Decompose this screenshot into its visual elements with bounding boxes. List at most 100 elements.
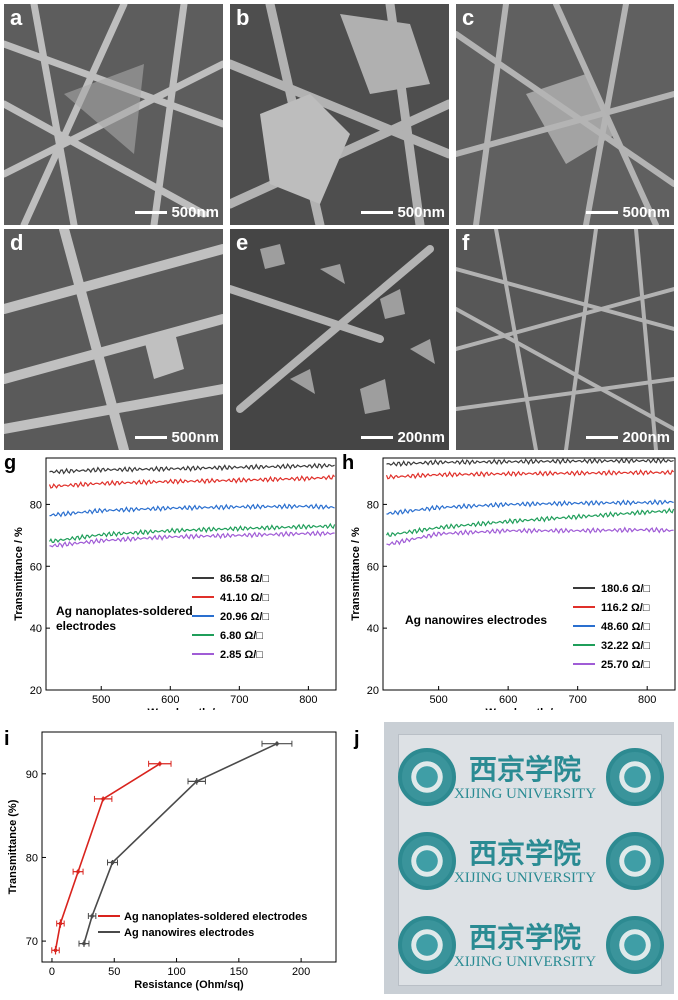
- y-tick-label: 80: [367, 499, 379, 511]
- panel-letter: c: [462, 5, 475, 30]
- sem-panel-a: a 500nm: [4, 4, 223, 225]
- y-tick-label: 60: [367, 561, 379, 573]
- x-tick-label: 500: [429, 694, 447, 706]
- x-tick-label: 0: [49, 966, 55, 978]
- legend-entry: 20.96 Ω/□: [220, 611, 269, 623]
- legend-entry: 41.10 Ω/□: [220, 592, 269, 604]
- panel-letter: e: [236, 230, 249, 255]
- plot-frame: [382, 457, 676, 691]
- sem-texture: [4, 229, 223, 450]
- series-line: [49, 462, 335, 475]
- data-point: [90, 914, 94, 918]
- sem-panel-f: f 200nm: [456, 229, 674, 450]
- panel-letter: a: [10, 5, 23, 30]
- panel-letter-g: g: [4, 452, 17, 474]
- series-line: [386, 498, 674, 516]
- y-axis-label: Transmittance (%): [7, 799, 19, 894]
- x-axis-label: Resistance (Ohm/sq): [134, 979, 244, 991]
- sem-panel-d: d 500nm: [4, 229, 223, 450]
- logo-cn: 西京学院: [468, 753, 581, 786]
- scale-label: 500nm: [171, 429, 219, 446]
- scale-bar: 500nm: [135, 204, 219, 221]
- university-logo: 西京学院 XIJING UNIVERSITY: [450, 753, 600, 803]
- chart-annotation: Ag nanoplates-soldered: [56, 604, 193, 618]
- chart-i: 0 50 100 150 200 70 80 90 Resistance (Ohm/sq) Tra…: [7, 731, 337, 991]
- y-axis-label: Transmittance / %: [13, 527, 25, 621]
- panel-letter: f: [462, 230, 470, 255]
- series-line: [49, 502, 335, 518]
- y-tick-label: 80: [26, 852, 38, 864]
- chart-g: 500 600 700 800 20 40 60 80 Wavelength / nm Trans…: [13, 457, 337, 710]
- scale-bar: 500nm: [361, 204, 445, 221]
- sem-texture: [4, 4, 223, 225]
- legend-entry: 6.80 Ω/□: [220, 630, 263, 642]
- legend-entry: 180.6 Ω/□: [601, 583, 650, 595]
- university-seal-icon: [398, 748, 456, 806]
- chart-h: 500 600 700 800 20 40 60 80 Wavelength / nm Trans…: [350, 457, 676, 710]
- x-tick-label: 700: [568, 694, 586, 706]
- university-seal-icon: [398, 916, 456, 974]
- sem-texture: [456, 4, 674, 225]
- scale-bar: 200nm: [586, 429, 670, 446]
- scale-label: 200nm: [397, 429, 445, 446]
- university-seal-icon: [606, 748, 664, 806]
- series-line: [385, 507, 675, 537]
- sem-panel-b: b 500nm: [230, 4, 449, 225]
- x-tick-label: 800: [299, 694, 317, 706]
- panel-letter: b: [236, 5, 250, 30]
- legend-entry: 48.60 Ω/□: [601, 621, 650, 633]
- x-axis-label: Wavelength / nm: [148, 707, 235, 710]
- series-line: [48, 474, 336, 489]
- x-tick-label: 50: [108, 966, 120, 978]
- sem-panel-e: e 200nm: [230, 229, 449, 450]
- data-point: [53, 948, 58, 953]
- x-tick-label: 100: [167, 966, 185, 978]
- x-tick-label: 200: [292, 966, 310, 978]
- university-seal-icon: [398, 832, 456, 890]
- x-tick-label: 600: [161, 694, 179, 706]
- legend-entry: Ag nanoplates-soldered electrodes: [124, 911, 307, 923]
- university-seal-icon: [606, 832, 664, 890]
- scale-label: 500nm: [397, 204, 445, 221]
- data-point: [82, 941, 86, 946]
- panel-letter-j: j: [354, 728, 360, 750]
- university-logo: 西京学院 XIJING UNIVERSITY: [450, 922, 600, 971]
- x-tick-label: 700: [230, 694, 248, 706]
- x-tick-label: 150: [230, 966, 248, 978]
- electrode-photo: 西京学院 XIJING UNIVERSITY 西京学院 XIJING UNIVE…: [384, 722, 674, 994]
- scale-label: 200nm: [622, 429, 670, 446]
- university-logo: 西京学院 XIJING UNIVERSITY: [450, 838, 600, 887]
- data-point: [158, 761, 162, 766]
- university-seal-icon: [606, 916, 664, 974]
- scale-bar: 500nm: [586, 204, 670, 221]
- y-tick-label: 40: [30, 623, 42, 635]
- y-tick-label: 20: [30, 685, 42, 697]
- y-tick-label: 60: [30, 561, 42, 573]
- sem-texture: [230, 4, 449, 225]
- data-point: [101, 797, 105, 801]
- series-line: [386, 526, 674, 546]
- sem-texture: [230, 229, 449, 450]
- chart-annotation: electrodes: [56, 619, 116, 633]
- plot-frame: [45, 457, 337, 691]
- legend-entry: 32.22 Ω/□: [601, 640, 650, 652]
- panel-letter-i: i: [4, 728, 10, 750]
- data-point: [76, 869, 80, 874]
- legend-entry: 116.2 Ω/□: [601, 602, 650, 614]
- logo-en: XIJING UNIVERSITY: [453, 954, 597, 970]
- series-line: [385, 468, 675, 480]
- data-point: [110, 860, 115, 865]
- series-line: [49, 530, 335, 549]
- x-tick-label: 500: [92, 694, 110, 706]
- series-line: [48, 522, 336, 544]
- panel-letter-h: h: [342, 452, 355, 474]
- legend-entry: 25.70 Ω/□: [601, 659, 650, 671]
- logo-en: XIJING UNIVERSITY: [453, 786, 597, 802]
- legend-entry: 86.58 Ω/□: [220, 573, 269, 585]
- sem-panel-c: c 500nm: [456, 4, 674, 225]
- legend-entry: Ag nanowires electrodes: [124, 927, 254, 939]
- sem-texture: [456, 229, 674, 450]
- data-point: [275, 741, 279, 746]
- x-tick-label: 800: [638, 694, 656, 706]
- y-tick-label: 80: [30, 499, 42, 511]
